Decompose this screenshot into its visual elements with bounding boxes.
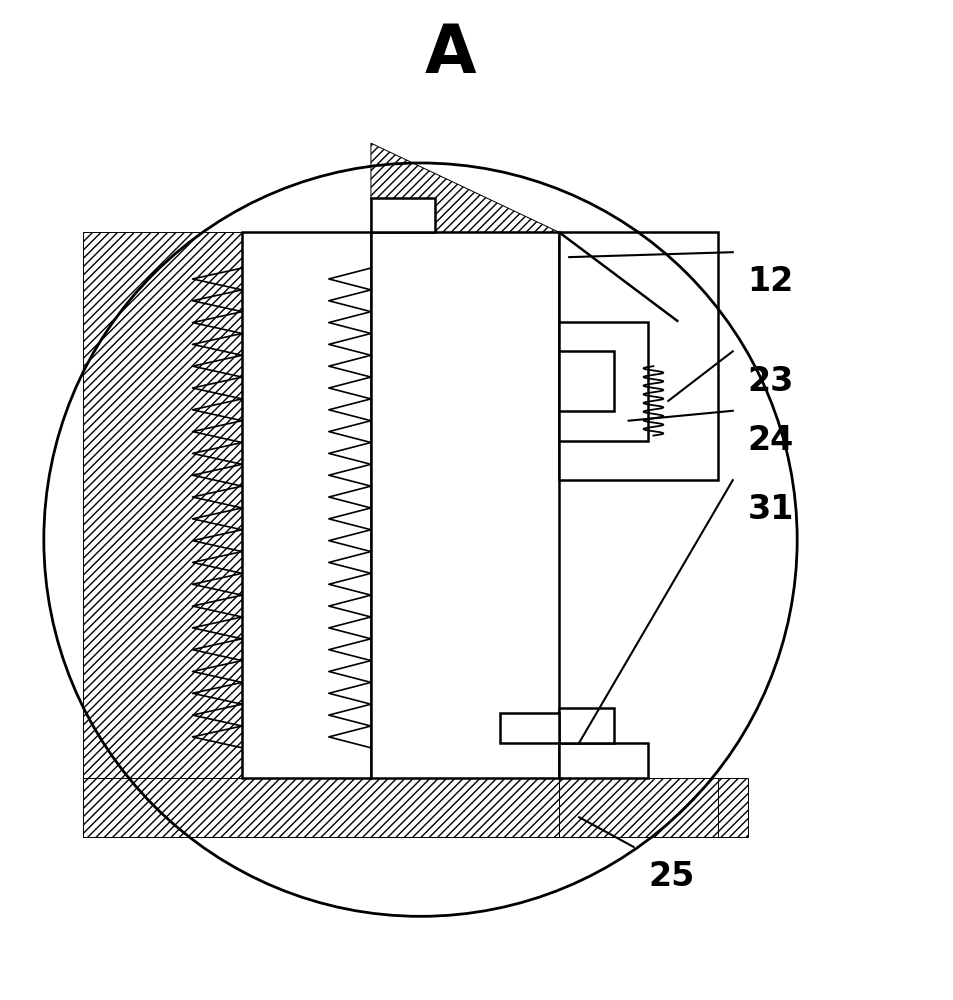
Polygon shape — [371, 143, 558, 232]
Text: 12: 12 — [747, 265, 793, 298]
Bar — [371, 232, 558, 778]
Polygon shape — [558, 778, 717, 837]
Polygon shape — [83, 778, 747, 837]
Bar — [371, 198, 435, 232]
Bar — [558, 708, 613, 743]
Bar — [558, 351, 613, 411]
Text: 25: 25 — [648, 860, 694, 893]
Polygon shape — [648, 232, 717, 480]
Bar — [242, 232, 371, 778]
Text: 24: 24 — [747, 424, 793, 457]
Text: A: A — [424, 21, 476, 87]
Bar — [499, 713, 558, 743]
Text: 23: 23 — [747, 365, 793, 398]
Bar — [558, 322, 648, 441]
Bar — [558, 232, 717, 480]
Text: 31: 31 — [747, 493, 793, 526]
Polygon shape — [83, 232, 242, 837]
Polygon shape — [558, 232, 678, 322]
Bar — [558, 743, 648, 778]
